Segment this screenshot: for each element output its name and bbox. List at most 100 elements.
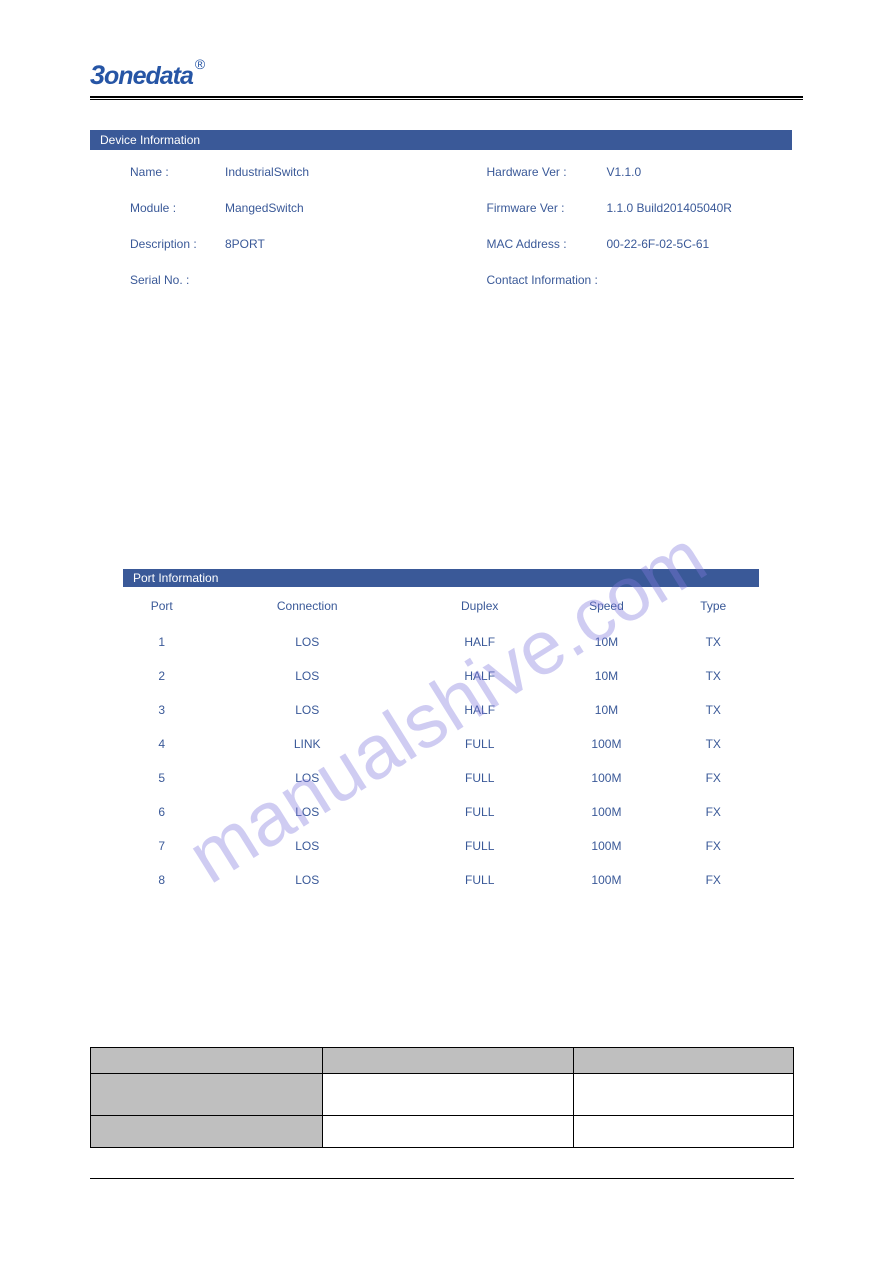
info-row-hwver: Hardware Ver : V1.1.0 — [487, 165, 764, 179]
device-info-left: Name : IndustrialSwitch Module : MangedS… — [130, 165, 407, 309]
label-description: Description : — [130, 237, 225, 251]
table-cell: TX — [667, 625, 759, 659]
value-fwver: 1.1.0 Build201405040R — [607, 201, 732, 215]
table-cell: 100M — [545, 761, 667, 795]
bottom-table-wrap — [90, 1047, 803, 1148]
table-row: 5LOSFULL100MFX — [123, 761, 759, 795]
device-info-panel: Name : IndustrialSwitch Module : MangedS… — [90, 150, 803, 309]
info-row-fwver: Firmware Ver : 1.1.0 Build201405040R — [487, 201, 764, 215]
value-description: 8PORT — [225, 237, 265, 251]
table-cell: 4 — [123, 727, 200, 761]
table-cell: 7 — [123, 829, 200, 863]
col-connection: Connection — [200, 587, 414, 625]
bottom-table — [90, 1047, 794, 1148]
table-cell: FULL — [414, 863, 545, 897]
table-cell: 6 — [123, 795, 200, 829]
col-type: Type — [667, 587, 759, 625]
value-module: MangedSwitch — [225, 201, 304, 215]
table-cell: 100M — [545, 727, 667, 761]
table-cell: 3 — [123, 693, 200, 727]
table-row: 1LOSHALF10MTX — [123, 625, 759, 659]
table-cell — [322, 1048, 574, 1074]
table-row: 8LOSFULL100MFX — [123, 863, 759, 897]
table-cell: LOS — [200, 863, 414, 897]
table-cell: 8 — [123, 863, 200, 897]
table-cell: LOS — [200, 693, 414, 727]
table-cell: 100M — [545, 829, 667, 863]
table-cell: 5 — [123, 761, 200, 795]
label-fwver: Firmware Ver : — [487, 201, 607, 215]
brand-logo: 3onedata ® — [90, 60, 803, 91]
section-device-info-header: Device Information — [90, 130, 792, 150]
info-row-name: Name : IndustrialSwitch — [130, 165, 407, 179]
table-cell: TX — [667, 693, 759, 727]
table-cell — [574, 1074, 794, 1116]
info-row-serial: Serial No. : — [130, 273, 407, 287]
footer-rule — [90, 1178, 794, 1179]
device-info-right: Hardware Ver : V1.1.0 Firmware Ver : 1.1… — [487, 165, 764, 309]
table-cell: TX — [667, 727, 759, 761]
table-cell: FULL — [414, 795, 545, 829]
table-cell: FX — [667, 795, 759, 829]
col-duplex: Duplex — [414, 587, 545, 625]
label-hwver: Hardware Ver : — [487, 165, 607, 179]
table-cell — [322, 1074, 574, 1116]
table-row: 4LINKFULL100MTX — [123, 727, 759, 761]
table-cell: HALF — [414, 625, 545, 659]
label-name: Name : — [130, 165, 225, 179]
table-cell: FX — [667, 829, 759, 863]
table-cell: HALF — [414, 659, 545, 693]
table-cell: LOS — [200, 625, 414, 659]
section-port-info-header: Port Information — [123, 569, 759, 587]
port-table: Port Connection Duplex Speed Type 1LOSHA… — [123, 587, 759, 897]
info-row-description: Description : 8PORT — [130, 237, 407, 251]
table-row — [91, 1074, 794, 1116]
table-cell — [574, 1116, 794, 1148]
table-cell: FX — [667, 863, 759, 897]
table-cell: FULL — [414, 727, 545, 761]
table-cell: LOS — [200, 761, 414, 795]
col-speed: Speed — [545, 587, 667, 625]
label-mac: MAC Address : — [487, 237, 607, 251]
info-row-contact: Contact Information : — [487, 273, 764, 287]
label-module: Module : — [130, 201, 225, 215]
registered-mark: ® — [195, 56, 205, 72]
table-cell: LINK — [200, 727, 414, 761]
table-cell: 2 — [123, 659, 200, 693]
info-row-mac: MAC Address : 00-22-6F-02-5C-61 — [487, 237, 764, 251]
col-port: Port — [123, 587, 200, 625]
table-cell: LOS — [200, 795, 414, 829]
table-cell — [91, 1116, 323, 1148]
value-mac: 00-22-6F-02-5C-61 — [607, 237, 710, 251]
header-rule — [90, 96, 803, 100]
table-row: 6LOSFULL100MFX — [123, 795, 759, 829]
table-row: 3LOSHALF10MTX — [123, 693, 759, 727]
value-name: IndustrialSwitch — [225, 165, 309, 179]
value-hwver: V1.1.0 — [607, 165, 642, 179]
table-cell: 10M — [545, 625, 667, 659]
table-cell: LOS — [200, 829, 414, 863]
table-cell: 10M — [545, 659, 667, 693]
logo-text: 3onedata — [90, 60, 193, 91]
table-cell: 100M — [545, 863, 667, 897]
table-cell: 100M — [545, 795, 667, 829]
table-cell: 10M — [545, 693, 667, 727]
table-cell: TX — [667, 659, 759, 693]
table-row — [91, 1116, 794, 1148]
table-cell: LOS — [200, 659, 414, 693]
table-cell: FULL — [414, 761, 545, 795]
table-cell — [322, 1116, 574, 1148]
label-serial: Serial No. : — [130, 273, 225, 287]
table-row — [91, 1048, 794, 1074]
table-row: 2LOSHALF10MTX — [123, 659, 759, 693]
table-cell: HALF — [414, 693, 545, 727]
table-cell — [91, 1048, 323, 1074]
info-row-module: Module : MangedSwitch — [130, 201, 407, 215]
table-cell — [91, 1074, 323, 1116]
table-row: 7LOSFULL100MFX — [123, 829, 759, 863]
table-cell: FULL — [414, 829, 545, 863]
port-table-header-row: Port Connection Duplex Speed Type — [123, 587, 759, 625]
table-cell: FX — [667, 761, 759, 795]
table-cell — [574, 1048, 794, 1074]
table-cell: 1 — [123, 625, 200, 659]
